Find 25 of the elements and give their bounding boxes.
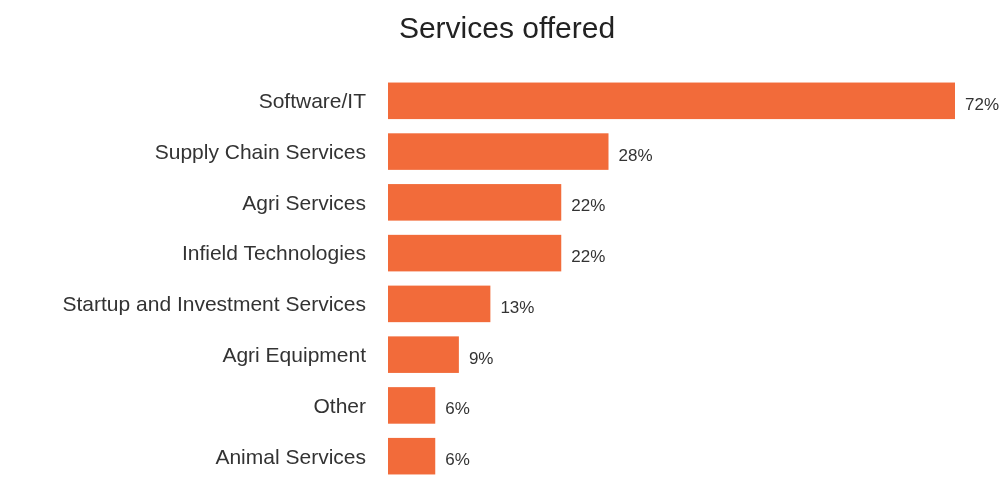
bar (388, 82, 955, 120)
data-label: 72% (965, 94, 1000, 114)
data-label: 6% (445, 399, 470, 419)
data-label: 13% (500, 297, 535, 317)
data-label: 22% (571, 247, 606, 267)
data-label: 28% (618, 145, 653, 165)
data-label: 9% (468, 348, 494, 368)
y-tick-label: Agri Equipment (222, 343, 367, 366)
chart-title: Services offered (398, 11, 616, 44)
y-tick-label: Software/IT (258, 89, 367, 113)
y-tick-label: Startup and Investment Services (62, 292, 366, 316)
data-label: 22% (571, 196, 606, 216)
bar (388, 133, 609, 170)
bar (388, 387, 436, 424)
bar (388, 336, 459, 373)
y-tick-label: Other (313, 393, 366, 417)
y-tick-label: Agri Services (242, 190, 366, 214)
y-tick-label: Supply Chain Services (154, 139, 366, 163)
y-tick-label: Infield Technologies (181, 241, 366, 265)
bar (388, 234, 562, 272)
bar (388, 184, 562, 221)
bar (388, 437, 436, 475)
bar (388, 285, 491, 323)
data-label: 6% (445, 450, 470, 470)
y-tick-label: Animal Services (215, 444, 366, 468)
